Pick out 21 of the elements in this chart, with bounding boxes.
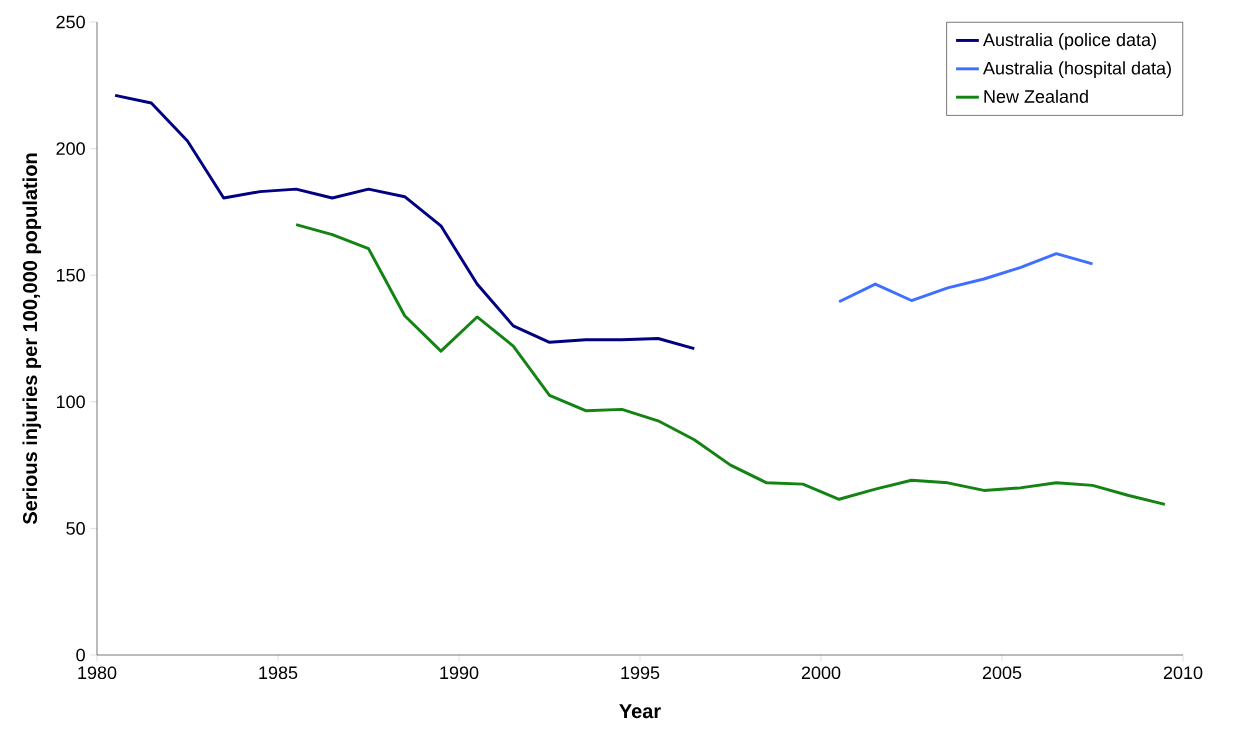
y-tick-label: 100 [56,395,85,409]
line-series [294,223,1167,506]
y-tick-label: 200 [56,142,85,155]
legend-label: Australia (police data) [983,32,1156,50]
legend-label: New Zealand [984,89,1088,103]
x-tick-label: 1980 [78,666,117,680]
x-tick-label: 2010 [1163,666,1203,680]
x-tick-label: 1985 [259,666,298,680]
y-tick-label: 250 [56,15,85,29]
x-tick-label: 1995 [621,666,660,680]
x-tick-label: 2000 [801,666,841,680]
y-tick-label: 50 [66,522,85,535]
line-series [837,252,1094,304]
legend-label: Australia (hospital data) [983,61,1171,79]
y-tick-label: 150 [56,268,85,282]
y-tick-label: 0 [76,648,85,662]
x-tick-label: 1990 [440,666,479,680]
x-axis-title: Year [619,704,661,719]
x-tick-label: 2005 [982,666,1022,680]
line-series [113,93,696,351]
y-axis-title: Serious injuries per 100,000 population [22,153,42,525]
